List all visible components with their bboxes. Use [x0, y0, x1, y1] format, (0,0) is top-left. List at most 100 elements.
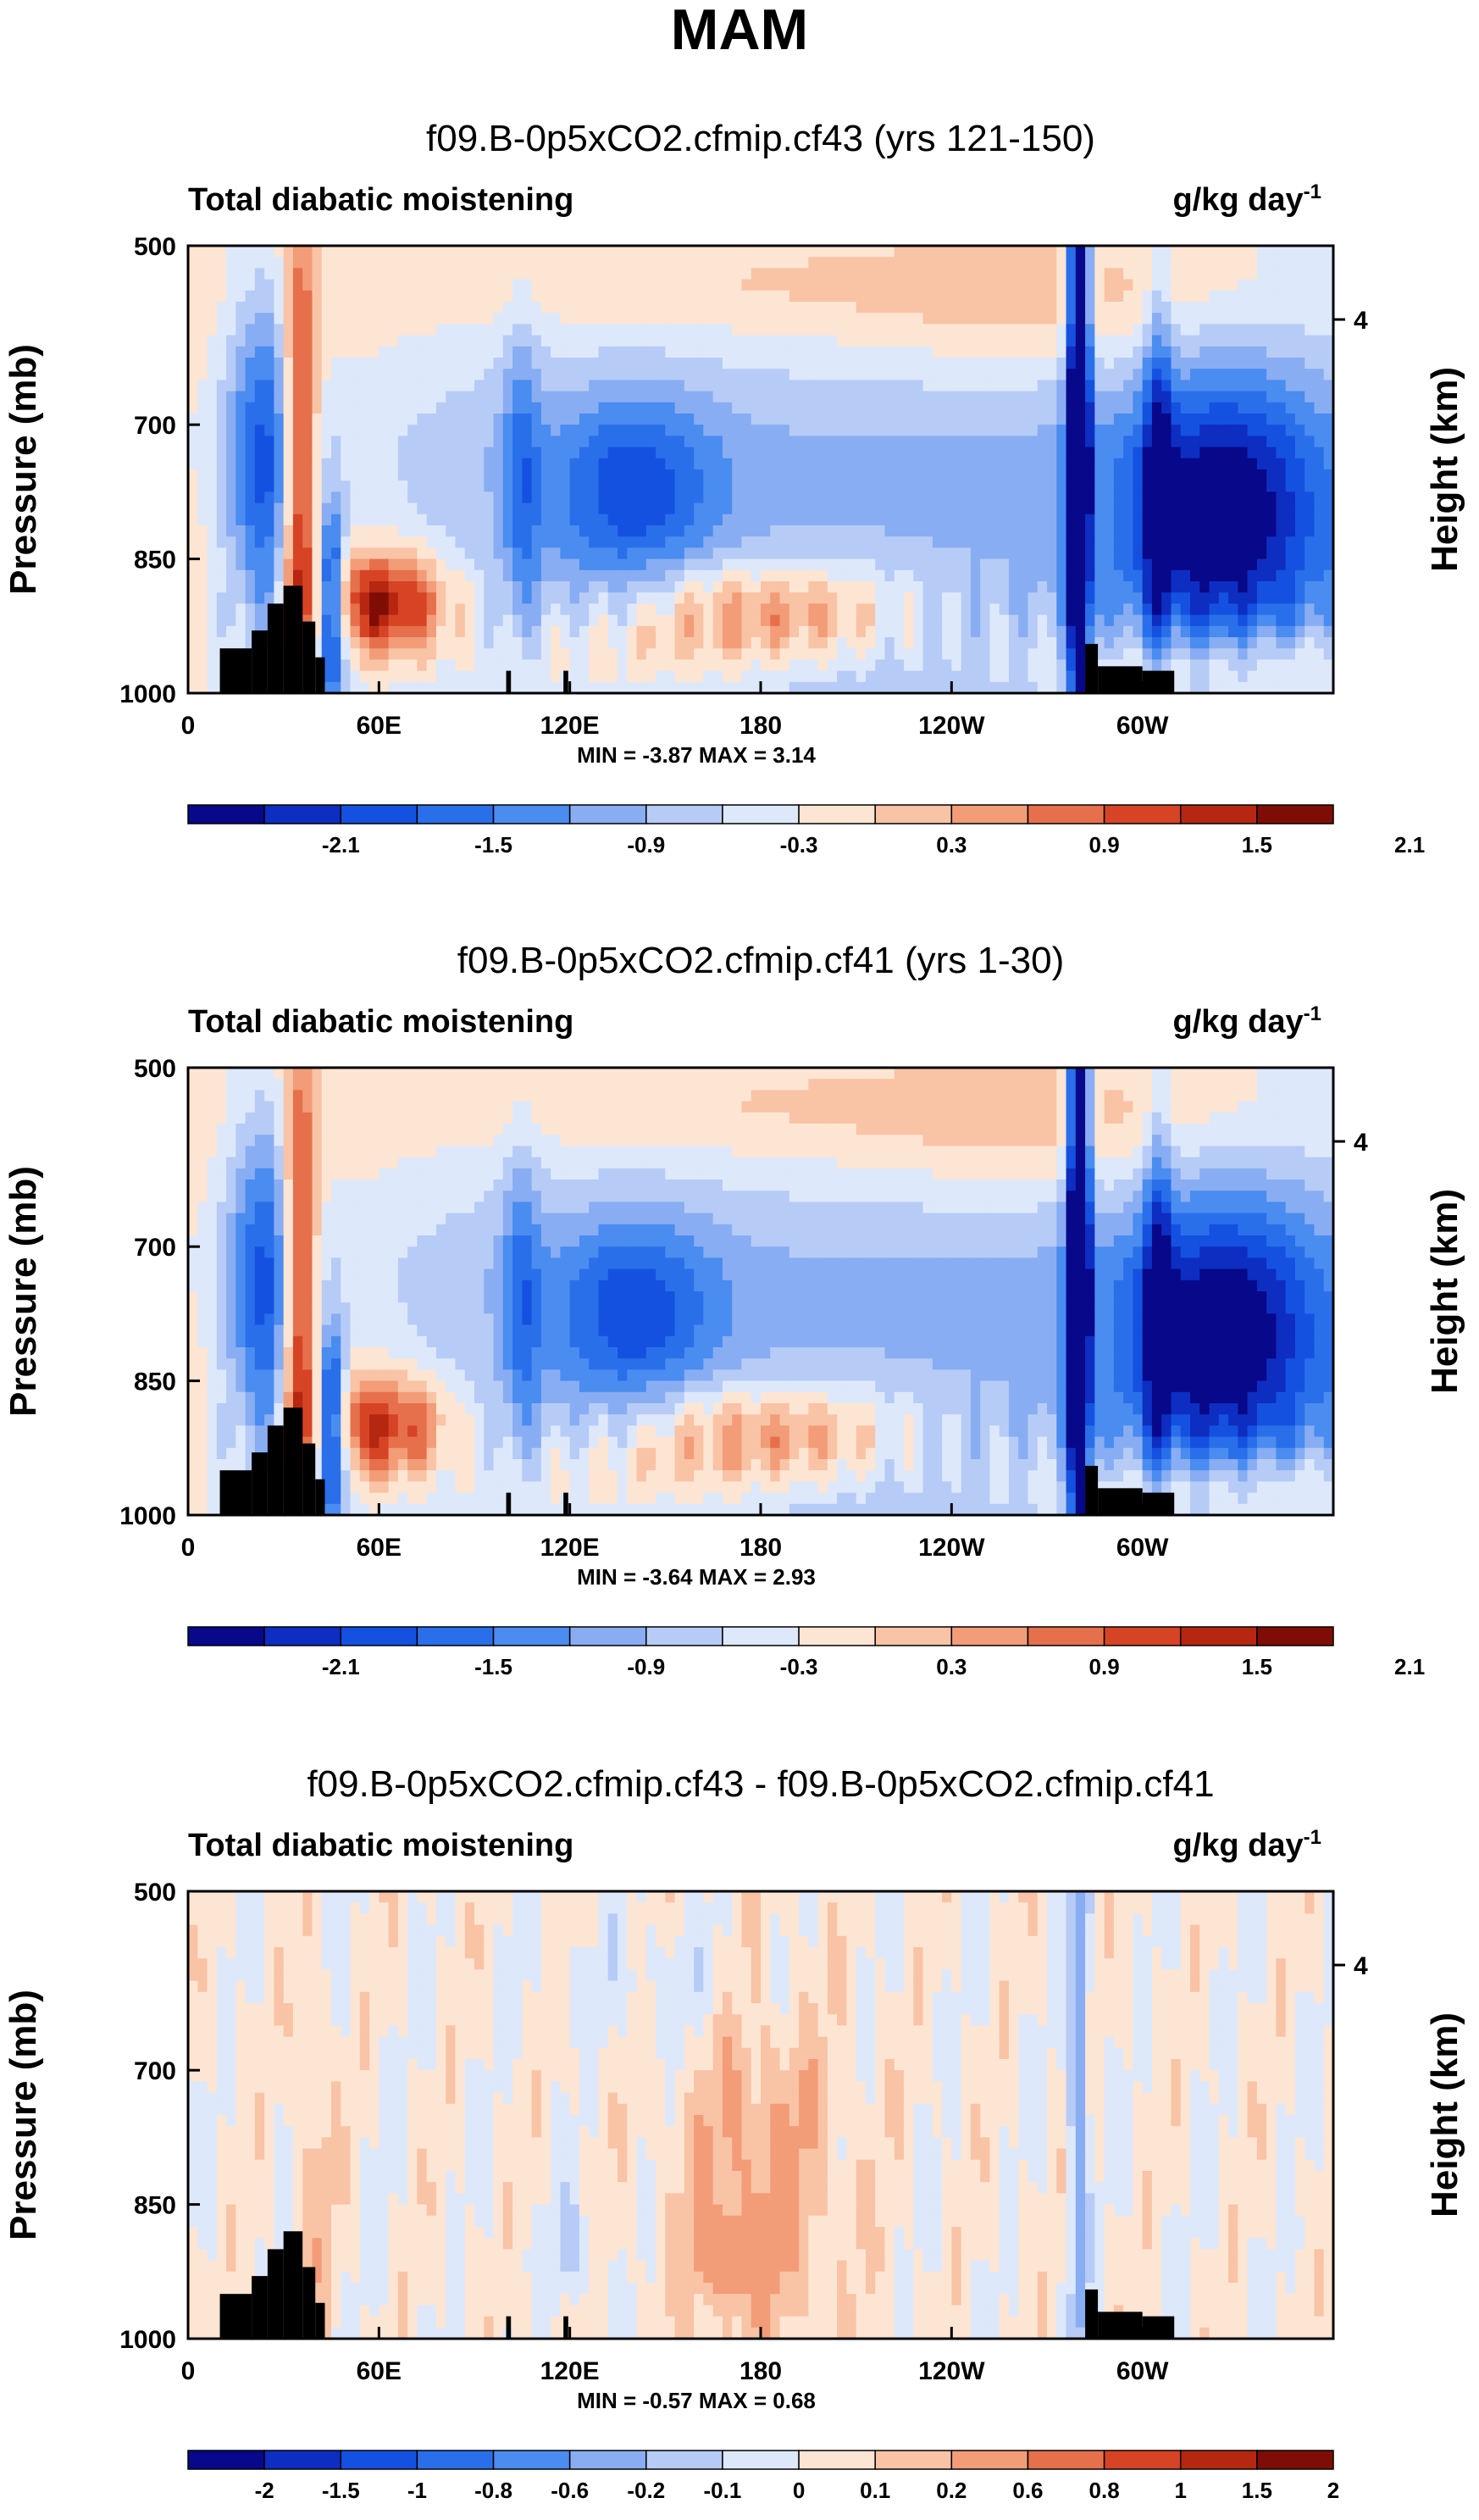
- heatmap-cell: [627, 313, 638, 325]
- heatmap-cell: [551, 302, 561, 314]
- heatmap-cell: [350, 358, 361, 369]
- heatmap-cell: [875, 547, 886, 560]
- heatmap-cell: [464, 648, 475, 660]
- heatmap-cell: [837, 302, 847, 314]
- heatmap-cell: [197, 648, 208, 660]
- heatmap-cell: [540, 681, 551, 693]
- heatmap-cell: [560, 536, 571, 548]
- heatmap-cell: [607, 670, 618, 683]
- heatmap-cell: [312, 436, 323, 448]
- heatmap-cell: [1161, 369, 1172, 380]
- heatmap-cell: [1256, 313, 1267, 325]
- heatmap-cell: [741, 592, 752, 604]
- heatmap-cell: [1142, 603, 1153, 616]
- heatmap-cell: [770, 313, 781, 325]
- heatmap-cell: [607, 425, 618, 436]
- heatmap-cell: [1285, 402, 1296, 414]
- heatmap-cell: [656, 380, 666, 392]
- heatmap-cell: [474, 513, 485, 526]
- heatmap-cell: [904, 648, 914, 660]
- heatmap-cell: [551, 335, 561, 347]
- heatmap-cell: [579, 581, 590, 593]
- heatmap-cell: [283, 547, 294, 560]
- heatmap-cell: [1066, 625, 1077, 638]
- heatmap-cell: [484, 246, 495, 258]
- heatmap-cell: [302, 268, 313, 280]
- heatmap-cell: [837, 637, 847, 649]
- heatmap-cell: [1123, 592, 1133, 604]
- heatmap-cell: [722, 458, 733, 470]
- heatmap-cell: [932, 614, 943, 627]
- heatmap-cell: [827, 558, 838, 571]
- heatmap-cell: [1180, 414, 1191, 425]
- heatmap-cell: [435, 625, 446, 638]
- heatmap-cell: [703, 569, 714, 582]
- heatmap-cell: [1085, 346, 1095, 358]
- heatmap-cell: [1323, 279, 1333, 291]
- heatmap-cell: [1294, 469, 1305, 481]
- heatmap-cell: [1294, 402, 1305, 414]
- heatmap-cell: [817, 268, 828, 280]
- heatmap-cell: [636, 335, 647, 347]
- heatmap-cell: [656, 603, 666, 616]
- heatmap-cell: [474, 279, 485, 291]
- heatmap-cell: [1276, 257, 1287, 269]
- heatmap-cell: [942, 648, 952, 660]
- heatmap-cell: [645, 581, 656, 593]
- heatmap-cell: [216, 402, 227, 414]
- heatmap-cell: [274, 569, 285, 582]
- heatmap-cell: [1266, 380, 1277, 392]
- heatmap-cell: [569, 324, 580, 336]
- heatmap-cell: [235, 358, 246, 369]
- heatmap-cell: [817, 302, 828, 314]
- heatmap-cell: [264, 346, 274, 358]
- heatmap-cell: [569, 536, 580, 548]
- heatmap-cell: [1305, 414, 1316, 425]
- heatmap-cell: [627, 324, 638, 336]
- heatmap-cell: [1285, 480, 1296, 492]
- heatmap-cell: [961, 425, 972, 436]
- heatmap-cell: [732, 313, 743, 325]
- heatmap-cell: [732, 425, 743, 436]
- y2-tick-label: 4: [1354, 307, 1368, 335]
- heatmap-cell: [484, 391, 495, 403]
- heatmap-cell: [865, 290, 876, 303]
- heatmap-cell: [922, 681, 933, 693]
- heatmap-cell: [397, 268, 408, 280]
- heatmap-cell: [407, 536, 418, 548]
- heatmap-cell: [197, 681, 208, 693]
- heatmap-cell: [970, 268, 981, 280]
- heatmap-cell: [741, 491, 752, 504]
- heatmap-cell: [951, 447, 962, 459]
- heatmap-cell: [1190, 458, 1200, 470]
- heatmap-cell: [417, 670, 428, 683]
- heatmap-cell: [598, 436, 609, 448]
- heatmap-cell: [913, 313, 924, 325]
- heatmap-cell: [703, 391, 714, 403]
- heatmap-cell: [751, 324, 762, 336]
- heatmap-cell: [455, 369, 466, 380]
- heatmap-cell: [464, 414, 475, 425]
- heatmap-cell: [875, 447, 886, 459]
- heatmap-cell: [464, 659, 475, 672]
- heatmap-cell: [512, 268, 523, 280]
- heatmap-cell: [359, 659, 370, 672]
- heatmap-cell: [531, 648, 542, 660]
- heatmap-cell: [1028, 279, 1039, 291]
- heatmap-cell: [493, 502, 504, 515]
- heatmap-cell: [1218, 670, 1229, 683]
- heatmap-cell: [359, 536, 370, 548]
- heatmap-cell: [359, 603, 370, 616]
- heatmap-cell: [951, 346, 962, 358]
- heatmap-cell: [464, 592, 475, 604]
- heatmap-cell: [999, 391, 1010, 403]
- heatmap-cell: [292, 502, 303, 515]
- heatmap-cell: [1104, 391, 1115, 403]
- heatmap-cell: [1323, 447, 1333, 459]
- heatmap-cell: [531, 569, 542, 582]
- heatmap-cell: [636, 569, 647, 582]
- heatmap-cell: [1142, 436, 1153, 448]
- heatmap-cell: [455, 625, 466, 638]
- heatmap-cell: [531, 369, 542, 380]
- heatmap-cell: [1199, 425, 1210, 436]
